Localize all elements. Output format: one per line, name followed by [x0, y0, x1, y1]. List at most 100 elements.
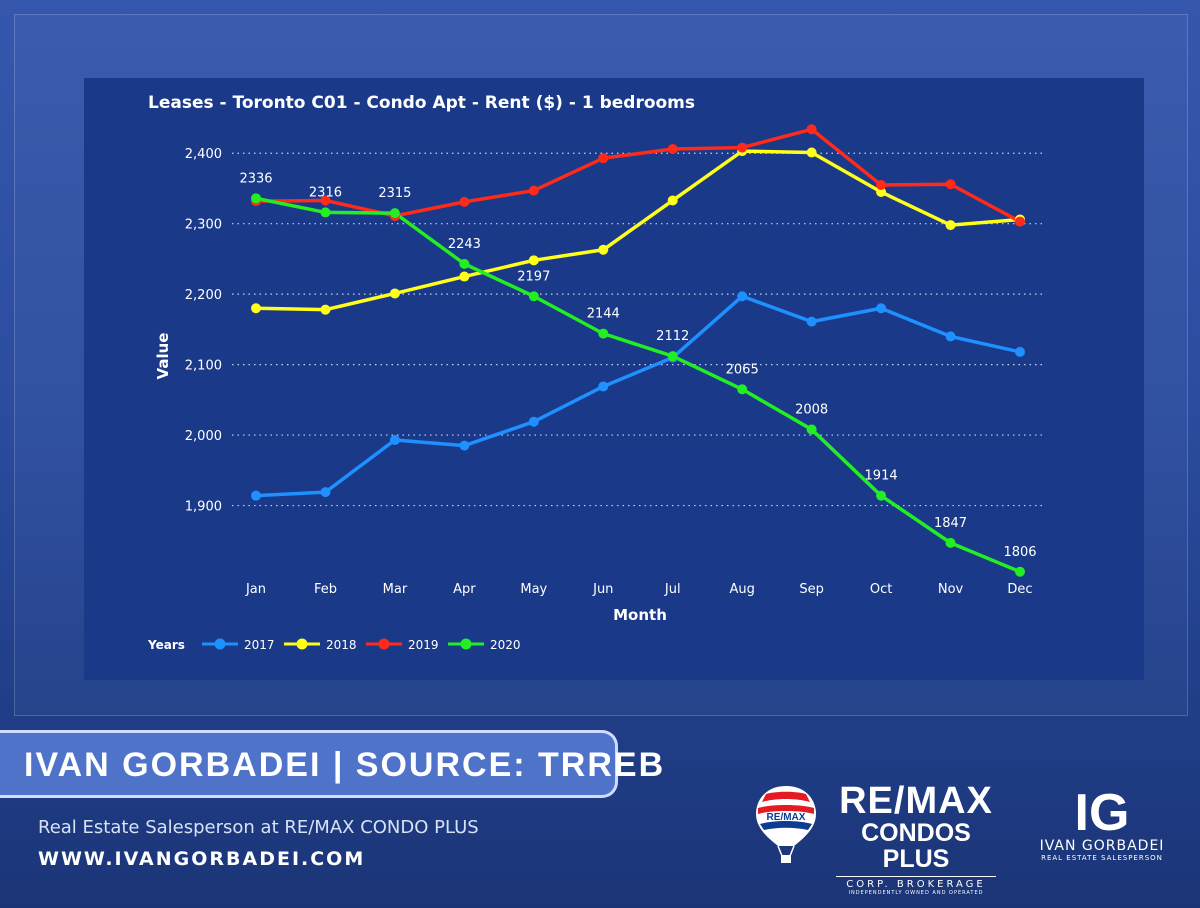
data-point-2018: [945, 220, 956, 231]
x-tick-label: Nov: [938, 582, 964, 597]
ig-role: REAL ESTATE SALESPERSON: [1041, 854, 1163, 862]
data-label: 1847: [934, 516, 967, 531]
data-point-2017: [528, 416, 539, 427]
data-point-2019: [598, 153, 609, 164]
x-tick-label: Mar: [383, 582, 408, 597]
data-label: 2315: [378, 186, 411, 201]
legend-marker-2020: [460, 638, 472, 650]
data-label: 2316: [309, 185, 342, 200]
data-point-2018: [876, 186, 887, 197]
data-point-2020: [1015, 566, 1025, 577]
legend-marker-2017: [214, 638, 226, 650]
balloon-text: RE/MAX: [767, 812, 806, 823]
legend: Years 2017 2018 2019 2020: [147, 638, 521, 652]
remax-line3: CORP. BROKERAGE: [836, 876, 996, 890]
data-point-2020: [459, 258, 470, 269]
data-point-2020: [945, 537, 956, 548]
ivan-gorbadei-logo: IG IVAN GORBADEI REAL ESTATE SALESPERSON: [1036, 786, 1168, 862]
data-point-2019: [667, 144, 678, 155]
legend-marker-2019: [378, 638, 390, 650]
x-tick-label: May: [520, 582, 547, 597]
data-label: 2243: [448, 237, 481, 252]
ig-monogram: IG: [1075, 786, 1130, 836]
data-label: 2112: [656, 329, 689, 344]
data-point-2017: [389, 435, 400, 446]
data-point-2019: [320, 195, 331, 206]
y-tick-label: 2,300: [185, 218, 222, 233]
salesperson-subtitle: Real Estate Salesperson at RE/MAX CONDO …: [38, 817, 479, 838]
data-point-2019: [737, 142, 748, 153]
data-point-2019: [1015, 216, 1025, 227]
series-line-2019: [255, 127, 1021, 224]
remax-balloon-logo: RE/MAX: [756, 786, 816, 863]
data-label: 2197: [517, 269, 550, 284]
x-axis-label: Month: [613, 606, 667, 624]
data-point-2020: [806, 424, 817, 435]
website-link[interactable]: WWW.IVANGORBADEI.COM: [38, 848, 366, 870]
data-point-2018: [320, 304, 331, 315]
data-point-2019: [459, 196, 470, 207]
remax-condos-plus-logo: RE/MAX CONDOS PLUS CORP. BROKERAGE INDEP…: [836, 782, 996, 896]
x-tick-label: Oct: [870, 582, 892, 597]
legend-title: Years: [147, 638, 185, 652]
ig-monogram-icon: IG: [1075, 786, 1130, 836]
data-point-2020: [876, 490, 887, 501]
data-label: 2065: [726, 362, 759, 377]
data-point-2017: [459, 440, 470, 451]
remax-line2: CONDOS PLUS: [861, 819, 971, 873]
data-point-2020: [320, 207, 331, 218]
x-tick-label: Jul: [664, 582, 681, 597]
data-point-2019: [876, 179, 887, 190]
chart-frame: [14, 14, 1188, 716]
data-point-2020: [251, 193, 261, 204]
x-tick-label: Jun: [592, 582, 613, 597]
data-label: 2008: [795, 402, 828, 417]
remax-line1: RE/MAX: [839, 780, 993, 822]
data-point-2020: [667, 351, 678, 362]
y-axis-label: Value: [154, 333, 172, 380]
y-tick-label: 2,100: [185, 359, 222, 374]
x-tick-label: Aug: [729, 582, 754, 597]
data-point-2017: [1015, 346, 1025, 357]
legend-label-2020: 2020: [490, 638, 521, 652]
legend-label-2017: 2017: [244, 638, 275, 652]
ig-name: IVAN GORBADEI: [1039, 838, 1165, 854]
data-point-2017: [806, 316, 817, 327]
chart-panel: Leases - Toronto C01 - Condo Apt - Rent …: [84, 78, 1144, 680]
data-point-2018: [251, 303, 261, 314]
data-point-2019: [528, 185, 539, 196]
name-source-banner: IVAN GORBADEI | SOURCE: TRREB: [0, 730, 663, 798]
legend-marker-2018: [296, 638, 308, 650]
data-point-2020: [598, 328, 609, 339]
data-label: 2144: [587, 307, 620, 322]
data-point-2018: [459, 271, 470, 282]
data-label: 1914: [865, 469, 898, 484]
x-tick-label: Feb: [314, 582, 337, 597]
banner-text: IVAN GORBADEI | SOURCE: TRREB: [24, 746, 666, 784]
data-point-2018: [528, 255, 539, 266]
legend-label-2018: 2018: [326, 638, 357, 652]
series-line-2017: [255, 294, 1021, 498]
y-tick-label: 2,200: [185, 288, 222, 303]
x-tick-label: Apr: [453, 582, 476, 597]
line-chart: Leases - Toronto C01 - Condo Apt - Rent …: [147, 93, 1044, 652]
y-tick-label: 2,400: [185, 147, 222, 162]
data-point-2020: [737, 384, 748, 395]
data-label: 2336: [239, 171, 272, 186]
remax-line4: INDEPENDENTLY OWNED AND OPERATED: [848, 890, 984, 896]
x-tick-label: Jan: [245, 582, 266, 597]
data-point-2017: [737, 291, 748, 302]
y-tick-label: 1,900: [185, 500, 222, 515]
data-point-2018: [806, 147, 817, 158]
y-tick-label: 2,000: [185, 429, 222, 444]
x-tick-label: Dec: [1007, 582, 1032, 597]
data-point-2017: [876, 303, 887, 314]
series-line-2020: [255, 196, 1021, 574]
data-point-2018: [389, 288, 400, 299]
data-point-2017: [598, 381, 609, 392]
chart-title: Leases - Toronto C01 - Condo Apt - Rent …: [148, 93, 695, 113]
data-point-2020: [528, 291, 539, 302]
data-label: 1806: [1003, 545, 1036, 560]
series-line-2018: [255, 149, 1021, 312]
x-tick-label: Sep: [799, 582, 824, 597]
